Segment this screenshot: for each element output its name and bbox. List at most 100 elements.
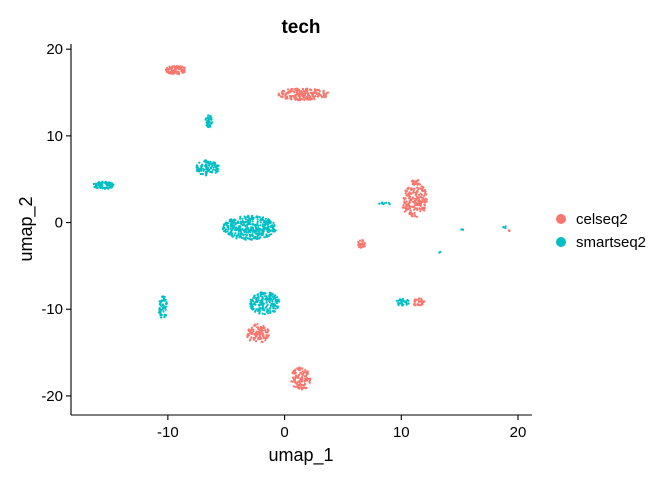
scatter-point (248, 329, 251, 332)
scatter-point (255, 298, 258, 301)
scatter-point (403, 198, 406, 201)
scatter-point (173, 71, 176, 74)
scatter-point (275, 300, 278, 303)
scatter-point (418, 199, 421, 202)
scatter-point (207, 168, 210, 171)
scatter-point (251, 304, 254, 307)
scatter-point (277, 300, 280, 303)
scatter-point (303, 96, 306, 99)
scatter-point (294, 88, 297, 91)
scatter-point (395, 299, 398, 302)
scatter-point (205, 172, 208, 175)
scatter-point (175, 66, 178, 69)
scatter-point (304, 387, 307, 390)
scatter-point (240, 236, 243, 239)
scatter-point (408, 201, 411, 204)
scatter-point (212, 168, 215, 171)
scatter-point (397, 304, 400, 307)
scatter-point (177, 73, 180, 76)
scatter-point (358, 239, 362, 242)
scatter-point (222, 223, 226, 226)
scatter-point (262, 302, 265, 305)
scatter-point (261, 296, 264, 299)
scatter-point (231, 221, 234, 224)
scatter-point (262, 216, 265, 219)
scatter-point (403, 200, 406, 203)
scatter-point (411, 205, 414, 208)
scatter-point (324, 96, 327, 99)
scatter-point (234, 232, 237, 235)
scatter-point (261, 312, 264, 315)
scatter-point (239, 222, 242, 225)
scatter-point (205, 161, 208, 164)
scatter-point (508, 229, 511, 232)
scatter-point (98, 186, 102, 189)
scatter-point (253, 294, 256, 298)
scatter-point (206, 119, 209, 122)
scatter-point (259, 326, 262, 329)
scatter-point (318, 90, 321, 93)
scatter-point (418, 297, 421, 300)
scatter-point (269, 310, 272, 313)
scatter-point (249, 238, 252, 241)
scatter-point (270, 298, 273, 301)
scatter-point (411, 188, 414, 191)
scatter-point (241, 220, 244, 223)
scatter-point (163, 313, 166, 316)
y-axis-label: umap_2 (16, 196, 37, 261)
scatter-point (251, 216, 254, 220)
chart-title: tech (281, 17, 320, 38)
scatter-point (264, 337, 268, 340)
scatter-point (290, 87, 293, 91)
scatter-point (249, 305, 252, 308)
scatter-point (402, 299, 405, 302)
scatter-point (315, 88, 319, 91)
scatter-point (258, 227, 261, 230)
scatter-point (266, 303, 269, 306)
scatter-point (239, 215, 242, 218)
scatter-point (255, 232, 259, 235)
scatter-point (417, 182, 420, 185)
scatter-point (294, 385, 297, 388)
scatter-point (309, 95, 312, 98)
scatter-point (297, 89, 300, 92)
scatter-point (251, 220, 254, 223)
scatter-point (295, 91, 298, 94)
scatter-point (174, 68, 177, 71)
scatter-point (244, 236, 248, 239)
scatter-point (269, 225, 272, 228)
scatter-point (253, 324, 256, 327)
scatter-point (246, 224, 249, 227)
scatter-point (300, 377, 303, 380)
scatter-point (257, 224, 260, 227)
scatter-point (268, 307, 271, 310)
scatter-point (224, 230, 227, 233)
scatter-point (276, 296, 279, 299)
scatter-point (257, 330, 260, 333)
scatter-point (161, 303, 165, 306)
scatter-point (413, 211, 416, 214)
scatter-point (247, 231, 250, 234)
x-axis-label: umap_1 (268, 445, 333, 466)
scatter-point (264, 217, 267, 220)
scatter-point (217, 164, 220, 167)
scatter-point (200, 172, 203, 176)
scatter-point (257, 336, 260, 339)
scatter-point (385, 201, 388, 204)
scatter-point (265, 220, 268, 224)
scatter-point (244, 224, 247, 228)
scatter-point (298, 369, 301, 372)
scatter-point (241, 233, 244, 236)
scatter-point (258, 309, 262, 312)
scatter-point (251, 226, 255, 230)
scatter-point (196, 167, 199, 170)
scatter-point (405, 209, 408, 212)
scatter-point (214, 168, 217, 171)
scatter-point (256, 300, 259, 303)
scatter-point (380, 202, 383, 205)
scatter-point (249, 230, 252, 233)
scatter-point (177, 67, 180, 70)
scatter-point (95, 182, 98, 185)
scatter-point (406, 298, 409, 302)
scatter-point (183, 66, 186, 69)
